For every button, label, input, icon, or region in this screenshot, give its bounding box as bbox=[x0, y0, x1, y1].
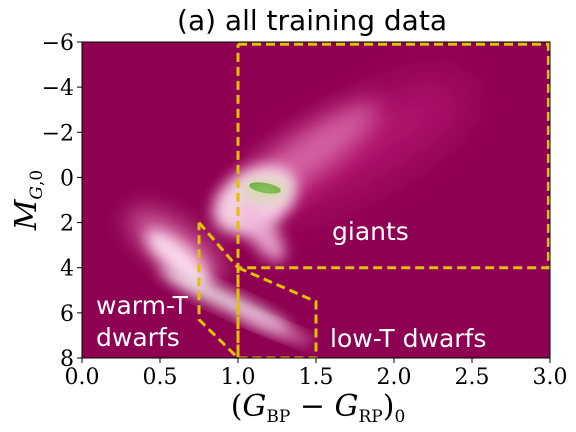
density-red-clump-glow bbox=[241, 180, 289, 200]
region-boxes bbox=[197, 42, 550, 358]
y-tick-label: −6 bbox=[42, 31, 74, 56]
density-layer bbox=[128, 78, 472, 344]
chart-title: (a) all training data bbox=[177, 4, 447, 37]
y-axis: −6 −4 −2 0 2 4 6 8 bbox=[42, 31, 82, 372]
y-tick-label: −2 bbox=[42, 121, 74, 146]
x-tick-label: 1.5 bbox=[299, 365, 334, 390]
y-tick-label: 4 bbox=[60, 257, 74, 282]
y-axis-title: MG,0 bbox=[9, 170, 47, 232]
density-rgb-lower bbox=[238, 202, 286, 262]
region-label-warm-t-line1: warm-T bbox=[96, 291, 189, 320]
density-ms-tail bbox=[237, 312, 313, 344]
region-label-giants: giants bbox=[332, 217, 409, 246]
y-tick-label: −4 bbox=[42, 76, 74, 101]
x-tick-label: 2.5 bbox=[455, 365, 490, 390]
region-box-1 bbox=[236, 266, 318, 358]
y-tick-label: 8 bbox=[60, 347, 74, 372]
x-axis: 0.0 0.5 1.0 1.5 2.0 2.5 3.0 bbox=[65, 358, 568, 390]
region-box-0 bbox=[236, 42, 550, 270]
region-label-warm-t-line2: dwarfs bbox=[96, 323, 180, 352]
x-axis-title: (GBP − GRP)0 bbox=[231, 389, 406, 427]
x-tick-label: 0.0 bbox=[65, 365, 100, 390]
x-tick-label: 2.0 bbox=[377, 365, 412, 390]
x-tick-label: 3.0 bbox=[533, 365, 568, 390]
region-label-low-t-dwarfs: low-T dwarfs bbox=[330, 324, 486, 353]
x-tick-label: 0.5 bbox=[143, 365, 178, 390]
y-tick-label: 0 bbox=[60, 166, 74, 191]
y-tick-label: 6 bbox=[60, 302, 74, 327]
y-tick-label: 2 bbox=[60, 212, 74, 237]
density-upper-ms bbox=[146, 230, 210, 286]
x-tick-label: 1.0 bbox=[221, 365, 256, 390]
